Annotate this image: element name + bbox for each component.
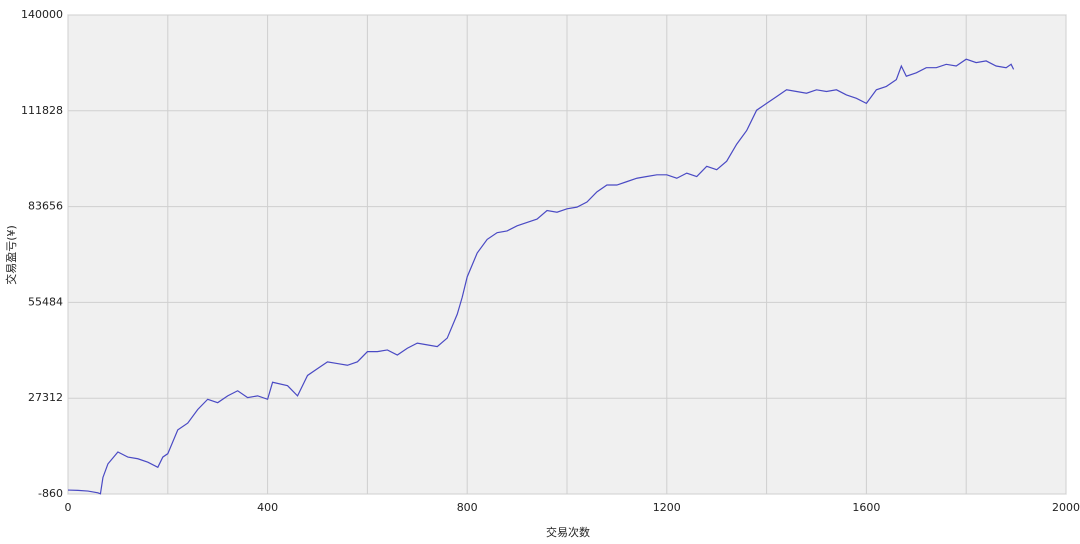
y-tick-label: 55484 — [28, 295, 63, 308]
x-tick-label: 1600 — [852, 501, 880, 514]
y-tick-label: 140000 — [21, 8, 63, 21]
y-axis-title: 交易盈亏(¥) — [4, 225, 18, 285]
line — [67, 58, 1015, 495]
x-tick-label: 0 — [65, 501, 72, 514]
y-tick-label: 27312 — [28, 391, 63, 404]
x-axis-title: 交易次数 — [546, 525, 590, 539]
x-tick-label: 2000 — [1052, 501, 1080, 514]
y-tick-label: -860 — [38, 487, 63, 500]
y-tick-label: 111828 — [21, 104, 63, 117]
x-tick-label: 1200 — [653, 501, 681, 514]
x-tick-label: 800 — [457, 501, 478, 514]
y-tick-label: 83656 — [28, 200, 63, 213]
x-tick-label: 400 — [257, 501, 278, 514]
